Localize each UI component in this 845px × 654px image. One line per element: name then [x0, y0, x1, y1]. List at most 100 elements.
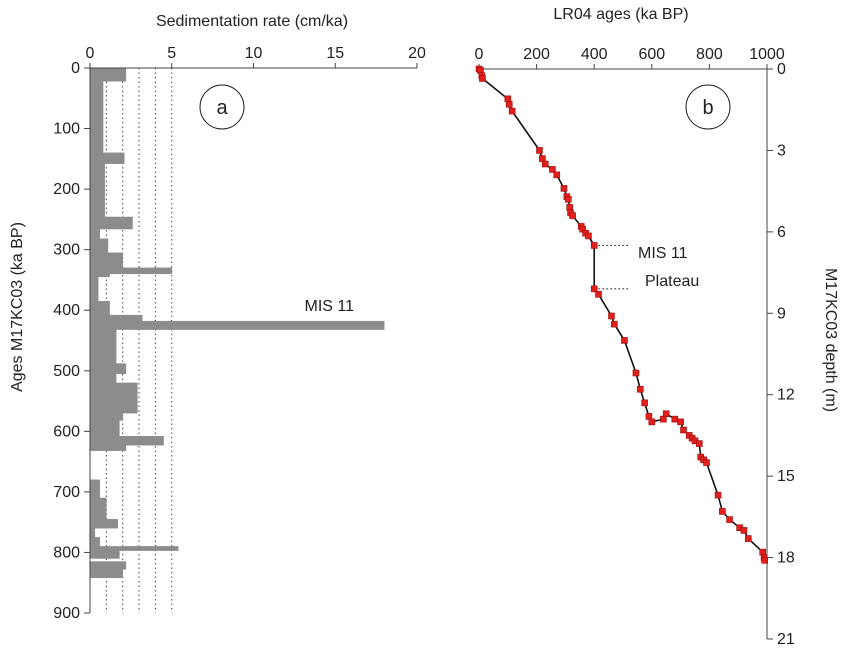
bar [89, 152, 125, 164]
bar [89, 373, 117, 384]
data-point [703, 459, 710, 466]
data-point [549, 166, 556, 173]
x-tick-label: 200 [523, 46, 550, 63]
y-tick-label: 100 [53, 121, 80, 138]
panel-b-label: b [702, 97, 713, 119]
data-point [671, 415, 679, 423]
panel-b-y-ticks: 0 3 6 9 12 15 18 21 [767, 61, 795, 648]
x-tick-label: 600 [638, 46, 665, 63]
bar [89, 382, 138, 414]
data-point [696, 440, 703, 447]
y-tick-label: 0 [777, 61, 786, 78]
data-point [585, 232, 592, 240]
bar [89, 569, 123, 579]
bar [89, 300, 110, 316]
bar [89, 163, 105, 218]
panel-b-series-line [478, 68, 766, 561]
data-point [590, 285, 598, 293]
bar [89, 267, 172, 275]
panel-a-x-ticks: 0 5 10 15 20 [86, 45, 426, 68]
y-tick-label: 500 [53, 363, 80, 380]
y-tick-label: 0 [71, 60, 80, 77]
y-tick-label: 6 [777, 224, 786, 241]
data-point [636, 385, 644, 393]
panel-a-xlabel: Sedimentation rate (cm/ka) [156, 13, 348, 30]
y-tick-label: 600 [53, 423, 80, 440]
y-tick-label: 800 [53, 544, 80, 561]
bar [89, 420, 120, 437]
panel-b-annotation-line-1: MIS 11 [638, 245, 688, 262]
data-point [566, 204, 574, 211]
data-point [648, 418, 656, 426]
bar [89, 528, 96, 538]
panel-b-label-circle [685, 84, 731, 130]
bar [89, 276, 99, 302]
x-tick-label: 0 [86, 45, 95, 62]
data-point [479, 75, 486, 82]
x-tick-label: 400 [581, 46, 608, 63]
data-point [621, 337, 628, 344]
bar [89, 546, 179, 551]
panel-a-label-circle [199, 84, 245, 130]
bar [89, 252, 123, 269]
panel-b-axes [479, 68, 768, 639]
data-point [662, 410, 670, 418]
panel-a-bars [89, 67, 385, 579]
y-tick-label: 15 [777, 468, 795, 485]
bar [89, 314, 143, 322]
data-point [608, 312, 615, 320]
data-point [714, 491, 722, 499]
data-point [560, 185, 568, 192]
data-point [590, 242, 598, 249]
data-point [504, 95, 512, 103]
bar [89, 320, 385, 330]
bar [89, 537, 101, 547]
data-point [726, 516, 733, 523]
panel-b-annotation-line-2: Plateau [645, 273, 699, 290]
panel-b-x-ticks: 0 200 400 600 800 1000 [475, 46, 785, 69]
panel-b-series-points [475, 65, 768, 564]
panel-b-xlabel: LR04 ages (ka BP) [553, 6, 688, 23]
bar [89, 228, 101, 239]
bar [89, 216, 133, 230]
data-point [508, 107, 516, 115]
bar [89, 479, 101, 499]
data-point [641, 399, 648, 407]
y-tick-label: 9 [777, 305, 786, 322]
bar [89, 518, 118, 529]
y-tick-label: 21 [777, 631, 795, 648]
panel-a-label: a [216, 97, 228, 119]
bar [89, 67, 127, 82]
data-point [539, 155, 546, 162]
data-point [595, 290, 602, 298]
panel-b-plateau-guides [598, 244, 631, 290]
panel-b-ylabel: M17KC03 depth (m) [822, 268, 839, 412]
data-point [677, 418, 684, 426]
panel-a-annotation: MIS 11 [305, 298, 355, 315]
series-line [478, 68, 766, 561]
bar [89, 273, 110, 278]
bar [89, 445, 127, 451]
x-tick-label: 800 [696, 46, 723, 63]
data-point [719, 508, 726, 515]
bar [89, 561, 127, 570]
data-point [611, 320, 618, 328]
bar [89, 329, 117, 364]
y-tick-label: 200 [53, 181, 80, 198]
bar [89, 550, 120, 559]
x-tick-label: 1000 [749, 46, 785, 63]
data-point [541, 160, 549, 168]
bar [89, 81, 104, 153]
x-tick-label: 15 [326, 45, 344, 62]
bar [89, 497, 107, 520]
data-point [645, 413, 653, 420]
data-point [761, 556, 768, 564]
x-tick-label: 0 [475, 46, 484, 63]
data-point [536, 147, 543, 154]
y-tick-label: 18 [777, 550, 795, 567]
panel-a-y-ticks: 0 100 200 300 400 500 600 700 800 900 [53, 60, 90, 622]
data-point [569, 212, 576, 219]
x-tick-label: 5 [167, 45, 176, 62]
